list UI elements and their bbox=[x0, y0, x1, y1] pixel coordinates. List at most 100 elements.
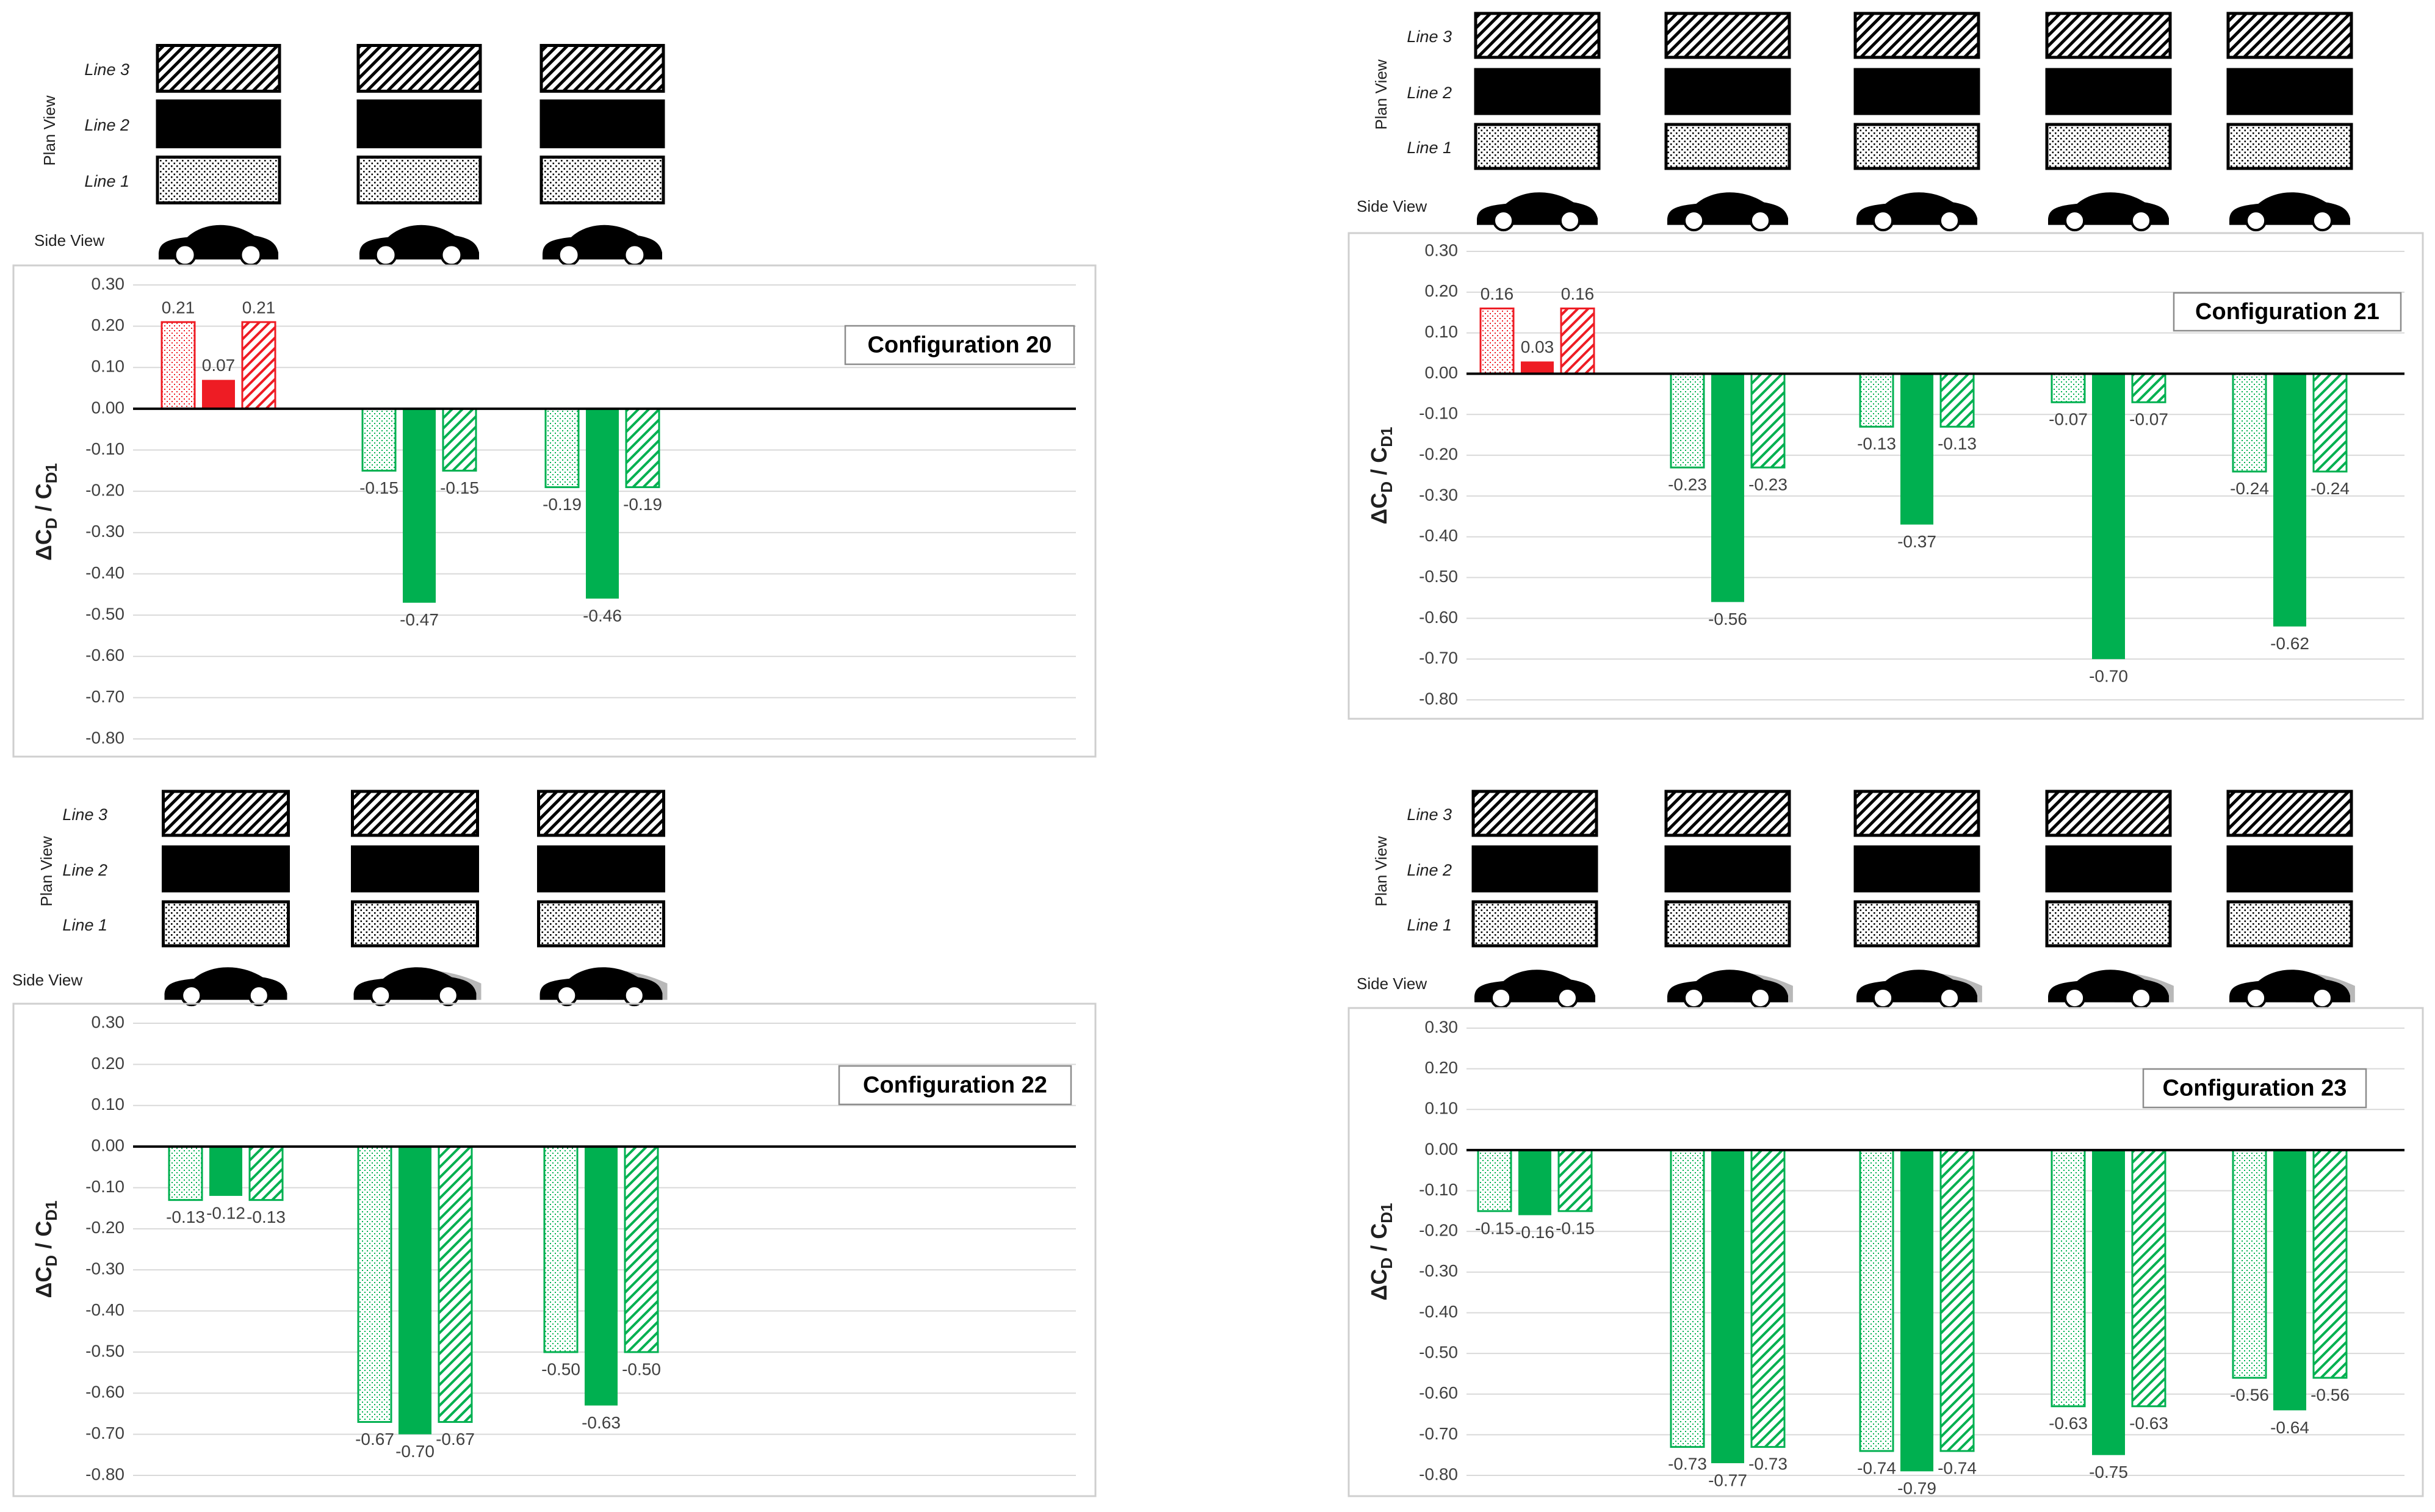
front-wheel bbox=[2245, 210, 2267, 232]
y-axis-label: ΔCD / CD1 bbox=[1366, 427, 1396, 525]
data-label: -0.16 bbox=[1515, 1223, 1554, 1242]
y-tick-label: 0.00 bbox=[92, 398, 125, 417]
schematic-column bbox=[1471, 790, 1598, 1009]
chart-title: Configuration 21 bbox=[2195, 299, 2379, 325]
car-silhouette-icon bbox=[359, 225, 479, 267]
bar-line3 bbox=[1750, 372, 1786, 469]
line2-solid-black-icon bbox=[351, 845, 479, 893]
line1-dotted-pattern-icon bbox=[351, 900, 479, 948]
y-tick-label: -0.20 bbox=[85, 1218, 124, 1237]
bar-line3 bbox=[241, 321, 276, 410]
bar-line2 bbox=[2092, 1150, 2125, 1455]
line1-label: Line 1 bbox=[62, 916, 107, 934]
data-label: -0.63 bbox=[2049, 1414, 2088, 1433]
line1-dotted-pattern-icon bbox=[1853, 900, 1980, 948]
line3-label: Line 3 bbox=[84, 60, 129, 79]
bar-line2 bbox=[202, 380, 235, 409]
bar-line2 bbox=[399, 1147, 431, 1435]
car-silhouette-icon bbox=[2229, 970, 2355, 1009]
car-silhouette-icon bbox=[1474, 970, 1595, 1009]
rear-wheel bbox=[437, 985, 459, 1007]
data-label: 0.21 bbox=[242, 298, 276, 317]
y-tick-label: -0.40 bbox=[1419, 1302, 1458, 1321]
plan-view-label: Plan View bbox=[37, 836, 56, 906]
line2-solid-black-icon bbox=[539, 99, 665, 148]
y-tick-label: -0.10 bbox=[85, 1177, 124, 1196]
y-axis-label: ΔCD / CD1 bbox=[31, 463, 60, 561]
schematic-column bbox=[2045, 12, 2172, 232]
car-silhouette-icon bbox=[2048, 970, 2174, 1009]
schematic-column bbox=[2045, 790, 2174, 1009]
rear-wheel bbox=[440, 243, 463, 267]
data-label: -0.73 bbox=[1668, 1455, 1707, 1474]
data-label: -0.79 bbox=[1897, 1479, 1936, 1498]
bar-line3 bbox=[1939, 372, 1975, 428]
line1-dotted-pattern-icon bbox=[537, 900, 665, 948]
side-view-label: Side View bbox=[12, 971, 82, 989]
line2-label: Line 2 bbox=[1407, 861, 1452, 879]
front-wheel bbox=[173, 243, 197, 267]
bar-line3 bbox=[1557, 1149, 1593, 1212]
schematic-column bbox=[539, 44, 665, 267]
line1-dotted-pattern-icon bbox=[1853, 123, 1980, 170]
data-label: -0.56 bbox=[2311, 1385, 2350, 1404]
y-tick-label: -0.30 bbox=[1419, 485, 1458, 504]
bar-line1 bbox=[2051, 372, 2086, 403]
y-tick-label: 0.10 bbox=[1425, 322, 1459, 341]
front-wheel bbox=[2064, 210, 2086, 232]
data-label: -0.37 bbox=[1897, 532, 1936, 551]
data-label: -0.73 bbox=[1748, 1455, 1787, 1474]
line3-diagonal-hatch-icon bbox=[2226, 790, 2353, 837]
data-label: -0.15 bbox=[1475, 1219, 1514, 1237]
data-label: -0.70 bbox=[2089, 667, 2128, 686]
schematic-column bbox=[1853, 790, 1982, 1009]
bar-line3 bbox=[2131, 372, 2166, 403]
bar-line2 bbox=[1900, 373, 1933, 525]
schematic-column bbox=[351, 790, 482, 1007]
y-tick-label: -0.50 bbox=[85, 1341, 124, 1360]
y-tick-label: 0.10 bbox=[1425, 1099, 1459, 1118]
line1-dotted-pattern-icon bbox=[156, 156, 281, 204]
car-silhouette-icon bbox=[2048, 192, 2169, 232]
data-label: -0.24 bbox=[2311, 479, 2350, 498]
car-silhouette-icon bbox=[159, 225, 278, 267]
bar-line1 bbox=[1477, 1149, 1512, 1212]
front-wheel bbox=[2245, 987, 2267, 1009]
schematic-column bbox=[1664, 790, 1793, 1009]
y-axis-label: ΔCD / CD1 bbox=[1366, 1203, 1396, 1301]
bar-line2 bbox=[209, 1147, 242, 1196]
bar-line1 bbox=[543, 1145, 579, 1353]
data-label: -0.07 bbox=[2049, 410, 2088, 429]
data-label: -0.56 bbox=[1708, 610, 1747, 628]
y-tick-label: -0.30 bbox=[85, 522, 124, 541]
y-tick-label: 0.30 bbox=[1425, 240, 1459, 259]
data-label: -0.74 bbox=[1938, 1458, 1977, 1477]
bar-line2 bbox=[1711, 373, 1744, 602]
line2-solid-black-icon bbox=[1664, 845, 1791, 893]
y-tick-label: 0.30 bbox=[92, 1012, 125, 1031]
y-tick-label: 0.30 bbox=[1425, 1017, 1459, 1036]
front-wheel bbox=[1872, 210, 1894, 232]
chart-panel-3: Plan View Side View Line 3 Line 2 Line 1 0.30… bbox=[12, 790, 1097, 1497]
line2-solid-black-icon bbox=[356, 99, 482, 148]
y-tick-label: -0.50 bbox=[1419, 567, 1458, 586]
data-label: -0.15 bbox=[440, 478, 479, 497]
line3-diagonal-hatch-icon bbox=[351, 790, 479, 837]
schematic-legend: Plan View Side View Line 3 Line 2 Line 1 bbox=[34, 44, 665, 267]
bar-line3 bbox=[2312, 1149, 2348, 1379]
chart-title: Configuration 23 bbox=[2163, 1076, 2347, 1101]
bar-line1 bbox=[544, 408, 580, 488]
data-label: -0.12 bbox=[206, 1203, 245, 1222]
rear-wheel bbox=[2130, 210, 2152, 232]
bar-line2 bbox=[1711, 1150, 1744, 1464]
data-label: -0.47 bbox=[400, 610, 439, 629]
rear-wheel bbox=[2311, 987, 2333, 1009]
schematic-column bbox=[162, 790, 290, 1007]
line1-dotted-pattern-icon bbox=[1664, 900, 1791, 948]
data-label: -0.63 bbox=[2129, 1414, 2168, 1433]
y-tick-label: -0.70 bbox=[1419, 649, 1458, 668]
y-tick-label: -0.60 bbox=[1419, 1383, 1458, 1402]
line2-label: Line 2 bbox=[84, 116, 129, 134]
data-label: 0.16 bbox=[1481, 284, 1514, 303]
